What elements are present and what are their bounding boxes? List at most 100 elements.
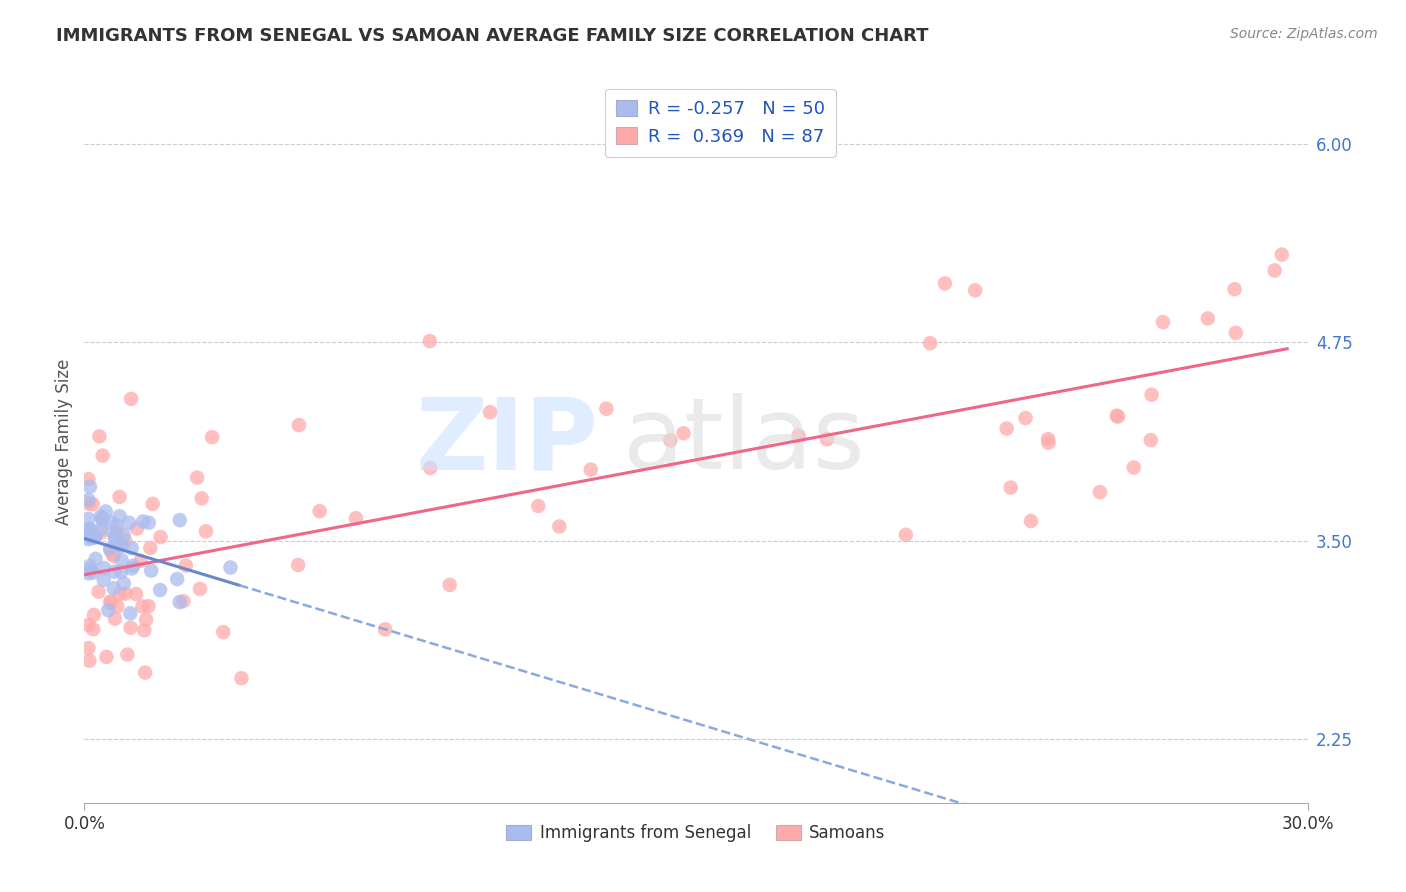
Point	[98, 516, 121, 530]
Point	[97, 603, 120, 617]
Point	[659, 434, 682, 448]
Point	[125, 587, 148, 601]
Point	[579, 462, 602, 476]
Point	[84, 552, 107, 566]
Point	[1088, 485, 1111, 500]
Text: ZIP: ZIP	[415, 393, 598, 490]
Point	[82, 566, 104, 580]
Point	[142, 497, 165, 511]
Point	[419, 334, 441, 348]
Point	[1152, 315, 1174, 329]
Point	[186, 470, 208, 484]
Point	[104, 529, 127, 543]
Point	[1264, 263, 1286, 277]
Point	[1038, 435, 1060, 450]
Point	[201, 430, 224, 444]
Point	[110, 553, 132, 567]
Point	[91, 511, 114, 525]
Point	[169, 595, 191, 609]
Point	[84, 529, 107, 543]
Point	[98, 541, 121, 556]
Point	[77, 525, 100, 540]
Point	[82, 622, 104, 636]
Point	[114, 586, 136, 600]
Point	[77, 496, 100, 510]
Y-axis label: Average Family Size: Average Family Size	[55, 359, 73, 524]
Point	[288, 418, 311, 433]
Point	[82, 497, 104, 511]
Point	[120, 621, 142, 635]
Point	[112, 576, 135, 591]
Point	[1122, 460, 1144, 475]
Point	[100, 596, 122, 610]
Point	[79, 480, 101, 494]
Point	[121, 561, 143, 575]
Text: IMMIGRANTS FROM SENEGAL VS SAMOAN AVERAGE FAMILY SIZE CORRELATION CHART: IMMIGRANTS FROM SENEGAL VS SAMOAN AVERAG…	[56, 27, 929, 45]
Text: atlas: atlas	[623, 393, 865, 490]
Point	[595, 401, 617, 416]
Point	[166, 572, 188, 586]
Point	[138, 516, 160, 530]
Point	[672, 426, 695, 441]
Point	[132, 515, 155, 529]
Point	[90, 522, 112, 536]
Point	[77, 522, 100, 536]
Point	[90, 509, 112, 524]
Point	[1223, 282, 1246, 296]
Point	[89, 429, 111, 443]
Point	[135, 613, 157, 627]
Point	[139, 541, 162, 555]
Point	[98, 543, 121, 558]
Point	[93, 561, 115, 575]
Point	[94, 504, 117, 518]
Point	[190, 491, 212, 506]
Point	[1225, 326, 1247, 340]
Point	[104, 530, 127, 544]
Point	[1014, 411, 1036, 425]
Point	[77, 472, 100, 486]
Point	[105, 599, 128, 614]
Point	[138, 599, 160, 614]
Point	[93, 573, 115, 587]
Point	[374, 623, 396, 637]
Point	[105, 524, 128, 539]
Point	[79, 559, 101, 574]
Point	[965, 284, 987, 298]
Point	[121, 541, 143, 555]
Point	[149, 530, 172, 544]
Point	[188, 582, 211, 596]
Point	[1271, 247, 1294, 261]
Point	[100, 594, 122, 608]
Point	[80, 523, 103, 537]
Point	[815, 432, 838, 446]
Point	[995, 421, 1018, 435]
Point	[108, 490, 131, 504]
Point	[174, 558, 197, 573]
Legend: Immigrants from Senegal, Samoans: Immigrants from Senegal, Samoans	[499, 817, 893, 848]
Point	[308, 504, 330, 518]
Point	[149, 582, 172, 597]
Point	[122, 558, 145, 573]
Point	[117, 648, 139, 662]
Point	[112, 528, 135, 542]
Point	[103, 565, 125, 579]
Text: Source: ZipAtlas.com: Source: ZipAtlas.com	[1230, 27, 1378, 41]
Point	[1000, 481, 1022, 495]
Point	[104, 612, 127, 626]
Point	[1105, 409, 1128, 423]
Point	[120, 392, 142, 406]
Point	[125, 521, 148, 535]
Point	[141, 564, 163, 578]
Point	[169, 513, 191, 527]
Point	[83, 607, 105, 622]
Point	[108, 587, 131, 601]
Point	[548, 519, 571, 533]
Point	[101, 548, 124, 562]
Point	[134, 624, 156, 638]
Point	[77, 512, 100, 526]
Point	[172, 594, 194, 608]
Point	[111, 539, 134, 553]
Point	[131, 599, 153, 614]
Point	[934, 277, 956, 291]
Point	[77, 492, 100, 507]
